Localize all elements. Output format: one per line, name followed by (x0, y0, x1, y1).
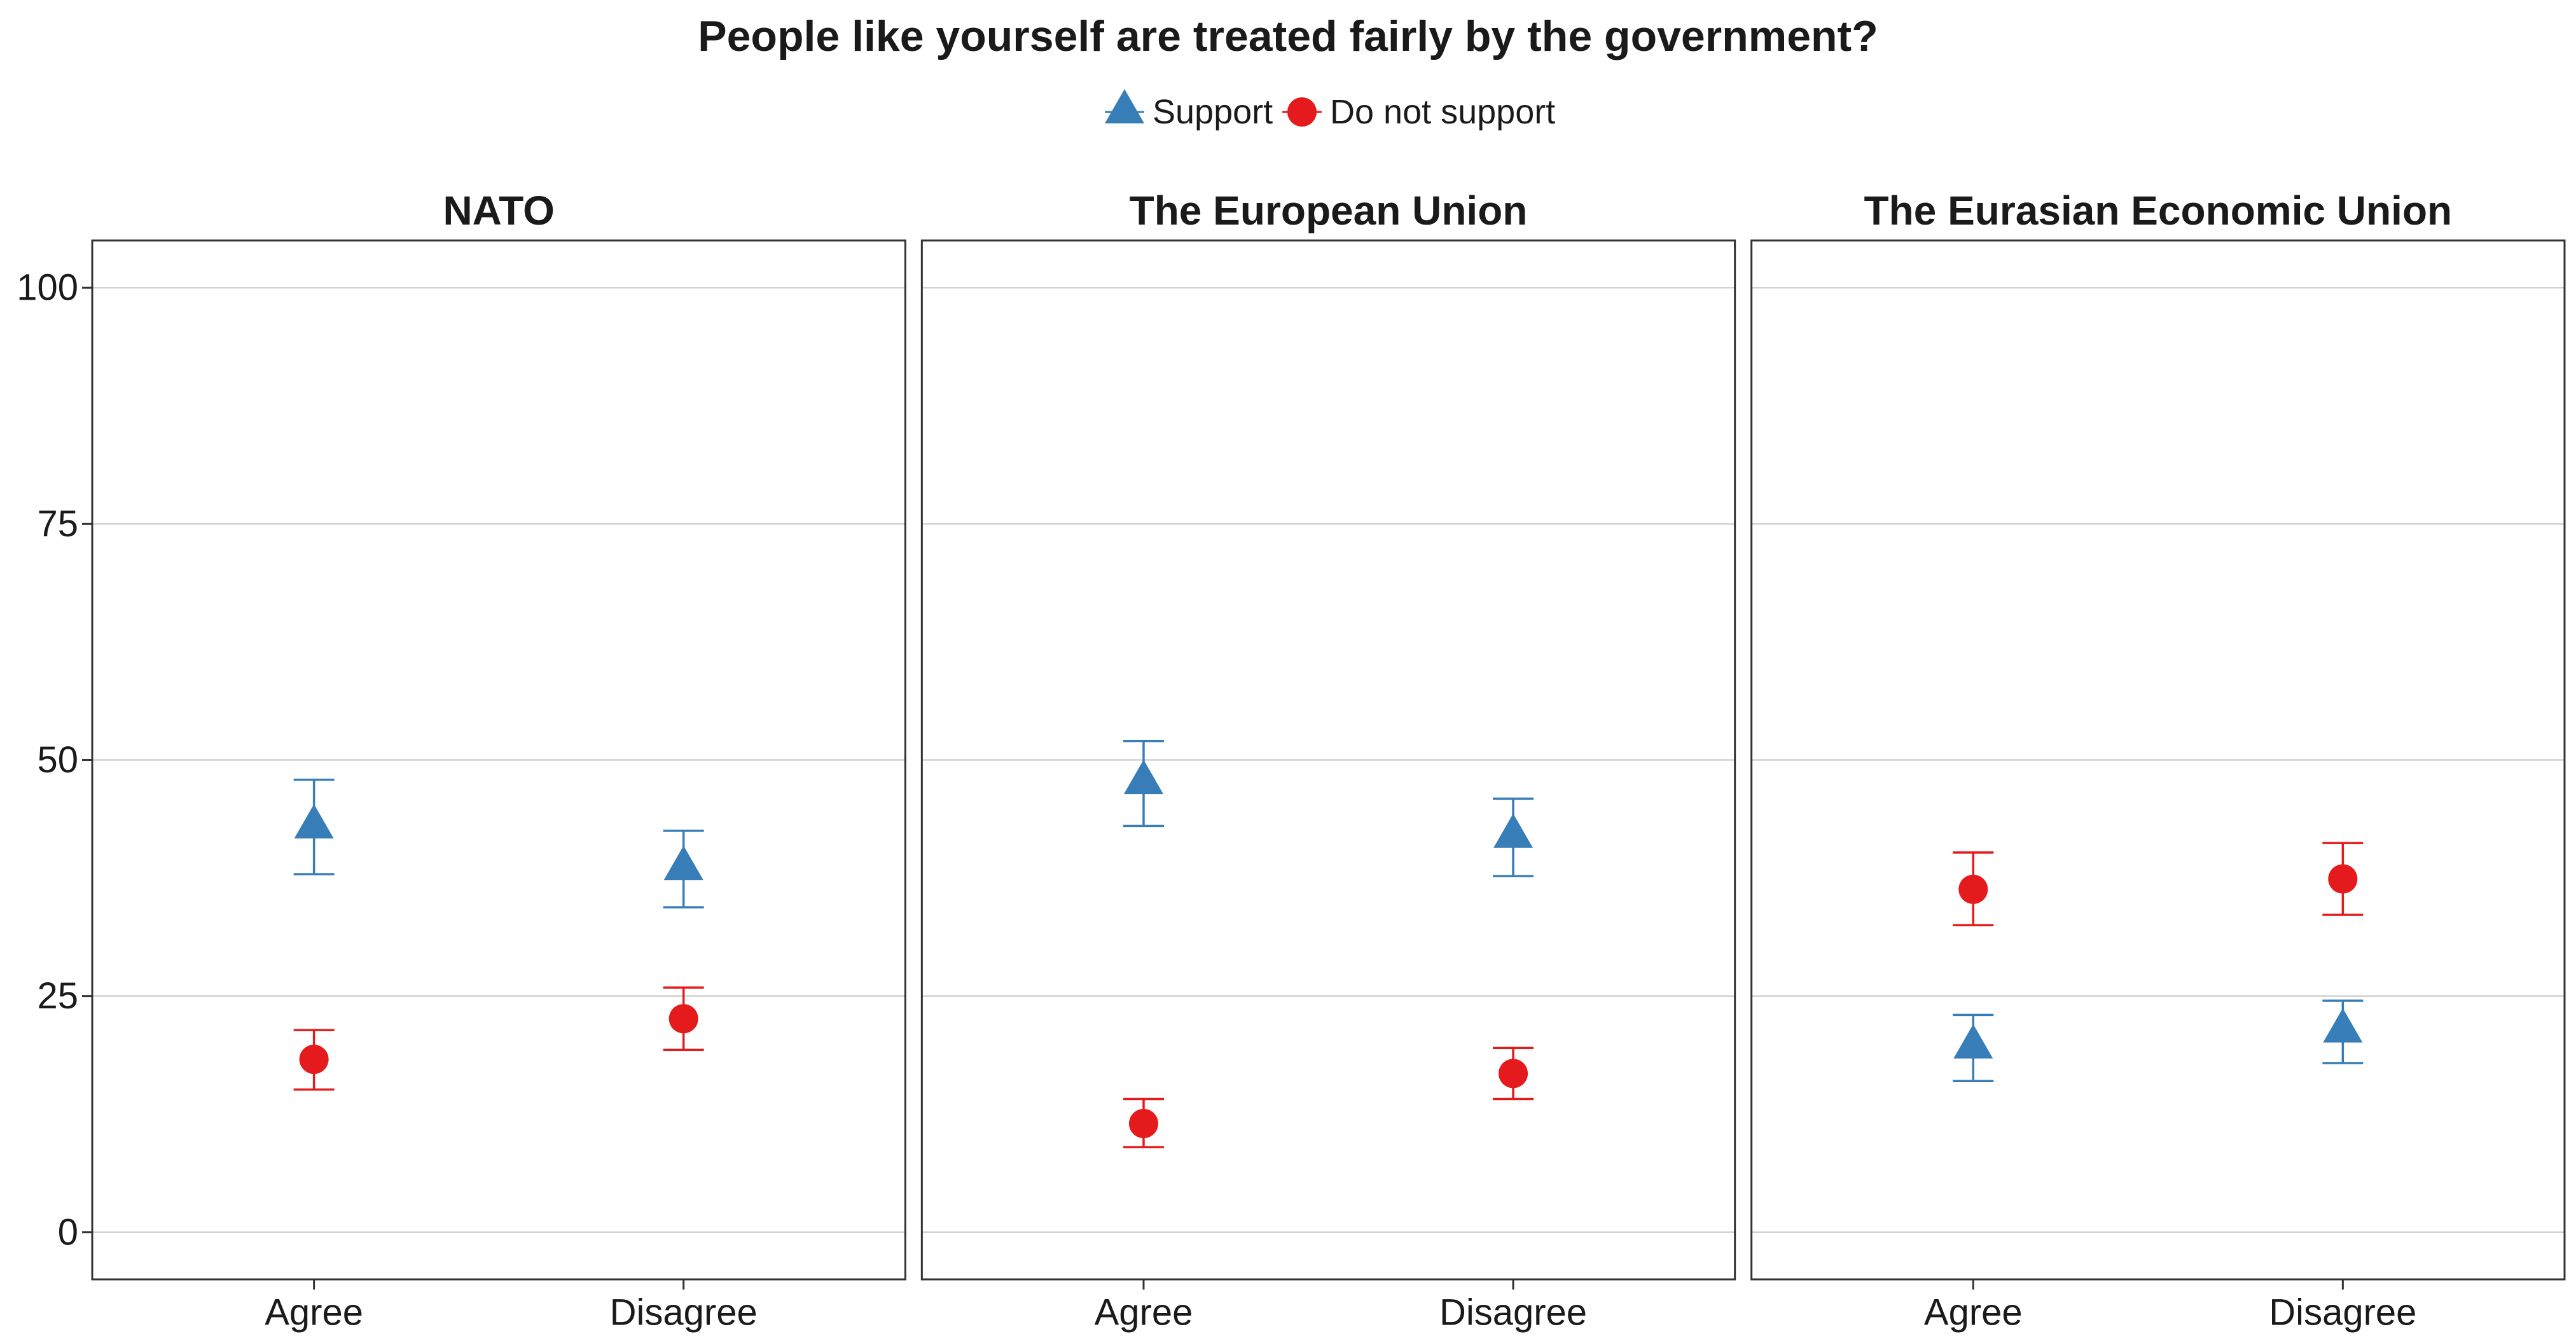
panel-border (91, 239, 906, 1281)
data-point-do-not-support-disagree (663, 986, 704, 1052)
triangle-marker (1953, 1024, 1993, 1059)
triangle-marker (294, 804, 334, 838)
x-tick-label: Disagree (610, 1292, 758, 1333)
data-point-do-not-support-disagree (2322, 842, 2364, 916)
facet-title: The European Union (1130, 188, 1528, 233)
data-point-support-disagree (1493, 797, 1534, 877)
gridlines (92, 286, 906, 1234)
gridlines (1751, 286, 2565, 1234)
triangle-icon (1105, 89, 1144, 123)
panel-border (1750, 239, 2566, 1281)
data-point-support-agree (1953, 1013, 1994, 1082)
facet-panel-the-european-union: The European Union Agree Disagree (920, 188, 1736, 1333)
x-tick-label: Agree (265, 1292, 363, 1333)
circle-icon (1287, 97, 1317, 127)
data-point-support-agree (1123, 740, 1164, 828)
y-axis: 0 25 50 75 100 (17, 267, 92, 1253)
data-point-do-not-support-disagree (1493, 1047, 1534, 1101)
circle-marker (1958, 874, 1988, 904)
triangle-marker (1493, 813, 1534, 848)
data-point-support-agree (293, 778, 335, 875)
legend-item-support: Support (1105, 89, 1273, 131)
facet-title: NATO (443, 188, 554, 233)
legend: Support Do not support (1105, 89, 1555, 131)
x-tick-label: Disagree (2269, 1292, 2416, 1333)
x-tick-label: Disagree (1439, 1292, 1587, 1333)
facet-panel-the-eurasian-economic-union: The Eurasian Economic Union Agree Disagree (1750, 188, 2566, 1333)
x-tick-label: Agree (1095, 1292, 1193, 1333)
panel-border (920, 239, 1736, 1281)
data-point-do-not-support-agree (293, 1029, 335, 1091)
circle-marker (1499, 1059, 1528, 1089)
y-tick-label: 100 (17, 267, 78, 309)
triangle-marker (1123, 760, 1163, 795)
triangle-marker (2323, 1008, 2363, 1043)
circle-marker (299, 1045, 329, 1075)
legend-label-do-not-support: Do not support (1330, 93, 1555, 131)
y-tick-label: 75 (37, 503, 78, 545)
legend-item-do-not-support: Do not support (1282, 93, 1555, 131)
y-tick-label: 50 (37, 739, 78, 781)
y-tick-label: 0 (58, 1211, 78, 1253)
data-point-support-disagree (2322, 999, 2364, 1064)
circle-marker (1128, 1109, 1158, 1139)
x-tick-label: Agree (1924, 1292, 2023, 1333)
facet-title: The Eurasian Economic Union (1864, 188, 2453, 233)
facet-panel-nato: NATO Agree Disagree (91, 188, 906, 1333)
data-point-support-disagree (663, 830, 704, 908)
data-point-do-not-support-agree (1123, 1097, 1164, 1148)
circle-marker (668, 1004, 698, 1034)
triangle-marker (663, 845, 703, 880)
y-tick-label: 25 (37, 975, 78, 1017)
gridlines (922, 286, 1735, 1234)
data-point-do-not-support-agree (1953, 851, 1994, 927)
legend-label-support: Support (1153, 93, 1273, 131)
chart-title: People like yourself are treated fairly … (698, 12, 1878, 60)
circle-marker (2328, 864, 2358, 894)
